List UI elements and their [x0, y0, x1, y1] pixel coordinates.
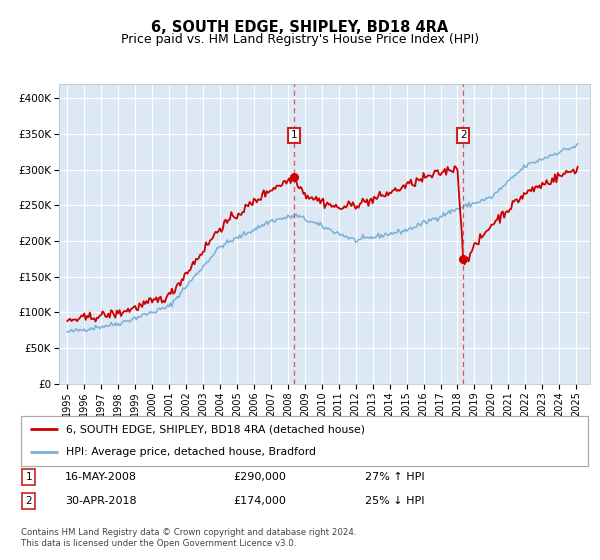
Text: 16-MAY-2008: 16-MAY-2008	[65, 472, 137, 482]
Text: £174,000: £174,000	[233, 496, 286, 506]
Text: 2: 2	[460, 130, 466, 141]
Text: 1: 1	[291, 130, 298, 141]
Text: 1: 1	[25, 472, 32, 482]
Text: 30-APR-2018: 30-APR-2018	[65, 496, 136, 506]
Text: 27% ↑ HPI: 27% ↑ HPI	[365, 472, 424, 482]
Text: £290,000: £290,000	[233, 472, 286, 482]
Text: Price paid vs. HM Land Registry's House Price Index (HPI): Price paid vs. HM Land Registry's House …	[121, 33, 479, 46]
Text: 6, SOUTH EDGE, SHIPLEY, BD18 4RA: 6, SOUTH EDGE, SHIPLEY, BD18 4RA	[151, 20, 449, 35]
Text: 6, SOUTH EDGE, SHIPLEY, BD18 4RA (detached house): 6, SOUTH EDGE, SHIPLEY, BD18 4RA (detach…	[67, 424, 365, 434]
Text: 2: 2	[25, 496, 32, 506]
Text: Contains HM Land Registry data © Crown copyright and database right 2024.
This d: Contains HM Land Registry data © Crown c…	[21, 528, 356, 548]
Text: HPI: Average price, detached house, Bradford: HPI: Average price, detached house, Brad…	[67, 447, 316, 458]
Text: 25% ↓ HPI: 25% ↓ HPI	[365, 496, 424, 506]
